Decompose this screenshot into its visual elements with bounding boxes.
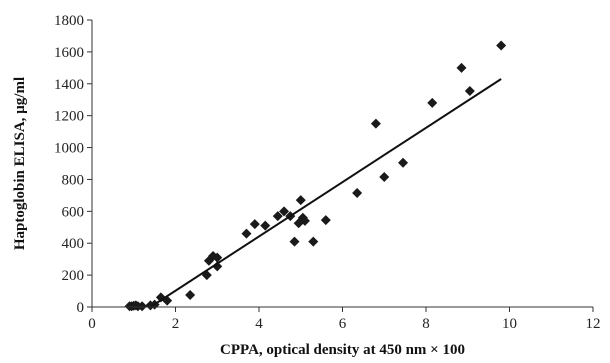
x-tick-label: 0 — [88, 316, 96, 332]
y-tick-label: 0 — [77, 300, 85, 316]
data-point — [299, 215, 310, 226]
y-tick-label: 1600 — [54, 45, 84, 61]
y-tick-label: 1400 — [54, 77, 84, 93]
data-point — [496, 40, 507, 51]
data-point — [320, 215, 331, 226]
data-point — [249, 219, 260, 230]
data-point — [212, 252, 223, 263]
data-point — [212, 261, 223, 272]
x-tick-label: 4 — [255, 316, 263, 332]
x-tick-label: 6 — [339, 316, 347, 332]
data-point — [260, 220, 271, 231]
x-tick-label: 12 — [586, 316, 601, 332]
data-point — [464, 85, 475, 96]
x-axis-ticks: 0 2 4 6 8 10 12 — [88, 307, 601, 332]
data-point — [279, 206, 290, 217]
data-point — [137, 301, 148, 312]
data-point — [272, 211, 283, 222]
data-point — [308, 236, 319, 247]
x-axis-title: CPPA, optical density at 450 nm × 100 — [220, 342, 465, 358]
x-tick-label: 10 — [502, 316, 517, 332]
data-point — [379, 172, 390, 183]
trendline-group — [149, 78, 502, 308]
y-axis-title: Haptoglobin ELISA, µg/ml — [12, 77, 28, 250]
trendline — [149, 78, 502, 308]
data-points — [124, 40, 507, 312]
y-tick-label: 1000 — [54, 141, 84, 157]
data-point — [427, 97, 438, 108]
data-point — [295, 195, 306, 206]
data-point — [352, 187, 363, 198]
y-axis-ticks: 0 200 400 600 800 1000 1200 1400 1600 1800 — [54, 13, 92, 316]
y-tick-label: 1200 — [54, 109, 84, 125]
y-tick-label: 800 — [62, 172, 85, 188]
x-tick-label: 8 — [422, 316, 430, 332]
data-point — [398, 157, 409, 168]
y-tick-label: 1800 — [54, 13, 84, 29]
data-point — [456, 62, 467, 73]
x-tick-label: 2 — [172, 316, 180, 332]
data-point — [289, 236, 300, 247]
y-tick-label: 600 — [62, 204, 85, 220]
data-point — [185, 290, 196, 301]
data-point — [370, 118, 381, 129]
y-tick-label: 200 — [62, 268, 85, 284]
y-tick-label: 400 — [62, 236, 85, 252]
data-point — [241, 228, 252, 239]
